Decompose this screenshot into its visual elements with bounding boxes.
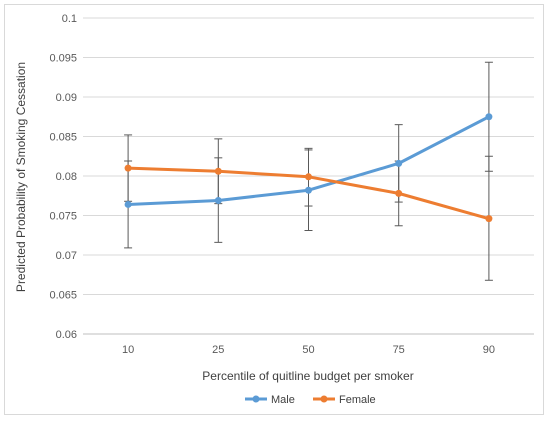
gridlines [83, 17, 534, 335]
data-point-female [305, 173, 312, 181]
data-point-female [124, 164, 132, 172]
data-point-male [214, 196, 222, 204]
x-tick-label: 25 [212, 344, 224, 356]
y-tick-label: 0.06 [56, 329, 77, 341]
data-point-female [395, 189, 403, 197]
legend-marker [252, 395, 260, 403]
legend: Male Female [245, 394, 376, 406]
legend-item-female: Female [313, 394, 376, 406]
y-tick-label: 0.1 [62, 13, 77, 25]
legend-marker [320, 395, 328, 403]
legend-label: Female [339, 394, 376, 406]
x-tick-labels: 10 25 50 75 90 [122, 344, 495, 356]
y-tick-label: 0.065 [49, 290, 77, 302]
x-tick-label: 10 [122, 344, 134, 356]
y-axis-title: Predicted Probability of Smoking Cessati… [14, 62, 28, 292]
data-point-female [485, 215, 493, 223]
y-tick-label: 0.07 [56, 250, 77, 262]
y-tick-label: 0.08 [56, 171, 77, 183]
data-point-male [485, 113, 493, 121]
y-tick-labels: 0.06 0.065 0.07 0.075 0.08 0.085 0.09 0.095 0.1 [49, 13, 77, 341]
y-tick-label: 0.095 [49, 53, 77, 65]
series-lines [124, 113, 493, 223]
x-tick-label: 90 [483, 344, 495, 356]
x-tick-label: 50 [302, 344, 314, 356]
y-tick-label: 0.075 [49, 211, 77, 223]
data-point-male [124, 200, 132, 208]
data-point-male [305, 186, 312, 194]
data-point-male [395, 159, 403, 167]
data-point-female [214, 167, 222, 175]
legend-label: Male [271, 394, 295, 406]
y-tick-label: 0.085 [49, 132, 77, 144]
y-tick-label: 0.09 [56, 92, 77, 104]
x-axis-title: Percentile of quitline budget per smoker [202, 369, 413, 383]
legend-item-male: Male [245, 394, 295, 406]
x-tick-label: 75 [393, 344, 405, 356]
